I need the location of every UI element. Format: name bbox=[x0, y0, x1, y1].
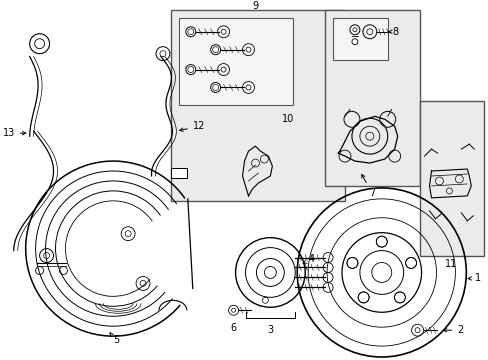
Text: 7: 7 bbox=[361, 174, 374, 198]
Text: 2: 2 bbox=[443, 325, 463, 335]
Bar bbox=[325, 10, 419, 186]
Circle shape bbox=[210, 82, 220, 93]
Bar bbox=[171, 10, 344, 201]
Circle shape bbox=[210, 45, 220, 55]
Circle shape bbox=[185, 27, 195, 37]
Text: 4: 4 bbox=[303, 253, 314, 264]
Bar bbox=[419, 102, 483, 256]
Text: 6: 6 bbox=[230, 323, 236, 333]
Text: 8: 8 bbox=[388, 27, 398, 37]
Text: 3: 3 bbox=[267, 325, 273, 335]
Text: 12: 12 bbox=[179, 121, 205, 131]
Bar bbox=[171, 168, 186, 178]
Text: 10: 10 bbox=[282, 114, 294, 124]
Circle shape bbox=[187, 67, 193, 73]
Circle shape bbox=[212, 85, 218, 90]
Circle shape bbox=[185, 64, 195, 75]
Text: 11: 11 bbox=[445, 258, 457, 269]
Bar bbox=[332, 18, 387, 60]
Text: 9: 9 bbox=[252, 1, 258, 11]
Text: 1: 1 bbox=[467, 274, 480, 283]
Text: 13: 13 bbox=[2, 128, 26, 138]
Circle shape bbox=[187, 29, 193, 35]
Bar bbox=[179, 18, 293, 105]
Circle shape bbox=[352, 28, 356, 32]
Circle shape bbox=[212, 47, 218, 53]
Text: 5: 5 bbox=[110, 333, 119, 345]
